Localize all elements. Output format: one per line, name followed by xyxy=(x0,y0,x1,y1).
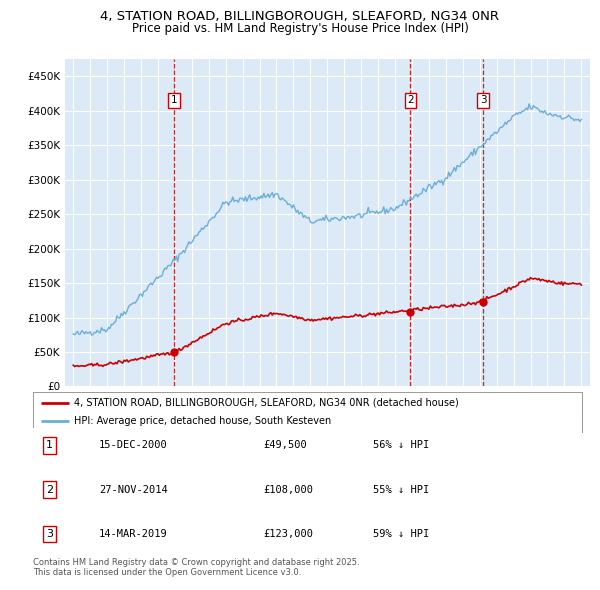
Text: HPI: Average price, detached house, South Kesteven: HPI: Average price, detached house, Sout… xyxy=(74,416,331,426)
Text: £123,000: £123,000 xyxy=(263,529,314,539)
Text: £108,000: £108,000 xyxy=(263,485,314,494)
Text: 3: 3 xyxy=(480,96,487,106)
Text: 4, STATION ROAD, BILLINGBOROUGH, SLEAFORD, NG34 0NR (detached house): 4, STATION ROAD, BILLINGBOROUGH, SLEAFOR… xyxy=(74,398,459,408)
Text: 27-NOV-2014: 27-NOV-2014 xyxy=(99,485,167,494)
Text: 1: 1 xyxy=(46,441,53,450)
Text: 3: 3 xyxy=(46,529,53,539)
Text: 14-MAR-2019: 14-MAR-2019 xyxy=(99,529,167,539)
Text: 4, STATION ROAD, BILLINGBOROUGH, SLEAFORD, NG34 0NR: 4, STATION ROAD, BILLINGBOROUGH, SLEAFOR… xyxy=(101,10,499,23)
Text: 59% ↓ HPI: 59% ↓ HPI xyxy=(373,529,430,539)
Text: Contains HM Land Registry data © Crown copyright and database right 2025.
This d: Contains HM Land Registry data © Crown c… xyxy=(33,558,359,577)
Text: 2: 2 xyxy=(407,96,414,106)
Text: Price paid vs. HM Land Registry's House Price Index (HPI): Price paid vs. HM Land Registry's House … xyxy=(131,22,469,35)
Text: 15-DEC-2000: 15-DEC-2000 xyxy=(99,441,167,450)
Text: 55% ↓ HPI: 55% ↓ HPI xyxy=(373,485,430,494)
Text: 1: 1 xyxy=(171,96,178,106)
Text: 2: 2 xyxy=(46,485,53,494)
Text: £49,500: £49,500 xyxy=(263,441,307,450)
Text: 56% ↓ HPI: 56% ↓ HPI xyxy=(373,441,430,450)
